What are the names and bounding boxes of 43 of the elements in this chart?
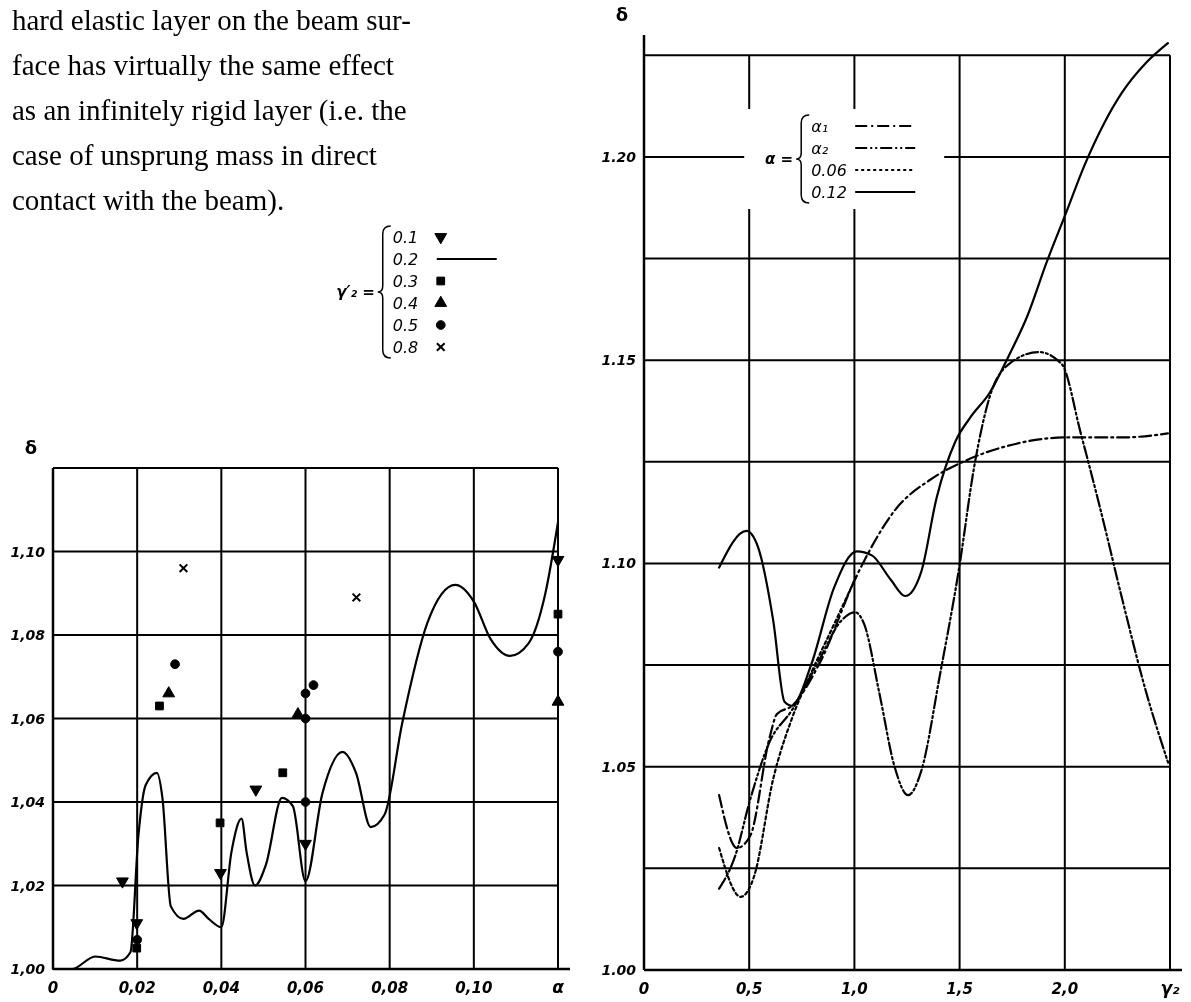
x-tick-label: 1,5 — [946, 980, 973, 998]
legend-label: 0.5 — [392, 316, 419, 335]
x-tick-label: 0,06 — [286, 979, 325, 997]
legend-title: α = — [765, 150, 794, 168]
x-axis-title: α — [552, 977, 565, 997]
x-tick-label: 0,08 — [371, 979, 409, 997]
x-tick-label: 0 — [638, 980, 650, 998]
legend-label: α₁ — [811, 117, 829, 136]
legend-label: 0.12 — [811, 183, 847, 202]
legend-label: 0.3 — [392, 272, 419, 291]
y-tick-label: 1,02 — [10, 877, 45, 894]
x-tick-label: 0,5 — [735, 980, 763, 998]
y-tick-label: 1.20 — [601, 148, 637, 165]
y-tick-label: 1,00 — [10, 961, 46, 977]
text: face has virtually the same effect — [12, 49, 394, 81]
legend-label: α₂ — [811, 139, 829, 158]
y-axis-title: δ — [24, 437, 38, 458]
x-tick-label: 2,0 — [1051, 980, 1079, 998]
legend-title: γ′₂ = — [336, 283, 375, 301]
x-tick-label: 0,10 — [455, 979, 493, 997]
y-tick-label: 1,08 — [10, 627, 46, 643]
y-tick-label: 1.15 — [601, 352, 637, 369]
x-tick-label: 0,02 — [118, 979, 156, 997]
text: as an infinitely rigid layer (i.e. the — [12, 94, 407, 127]
x-axis-title: γ₂ — [1160, 978, 1181, 998]
x-tick-label: 0 — [47, 979, 59, 997]
text: case of unsprung mass in direct — [12, 139, 377, 171]
y-tick-label: 1,10 — [10, 543, 46, 560]
legend-label: 0.4 — [392, 294, 419, 313]
y-tick-label: 1,06 — [10, 710, 46, 727]
y-tick-label: 1,04 — [10, 794, 45, 810]
text: hard elastic layer on the beam sur- — [12, 4, 411, 36]
y-tick-label: 1.10 — [601, 555, 637, 572]
y-tick-label: 1.00 — [601, 962, 637, 978]
x-tick-label: 0,04 — [202, 979, 240, 997]
text: contact with the beam). — [12, 184, 285, 217]
y-axis-title: δ — [615, 4, 629, 25]
legend-label: 0.1 — [392, 228, 419, 247]
legend-label: 0.2 — [392, 250, 419, 269]
y-tick-label: 1.05 — [601, 758, 637, 775]
legend-label: 0.8 — [392, 338, 419, 357]
legend-label: 0.06 — [811, 161, 847, 180]
x-tick-label: 1,0 — [841, 980, 868, 998]
